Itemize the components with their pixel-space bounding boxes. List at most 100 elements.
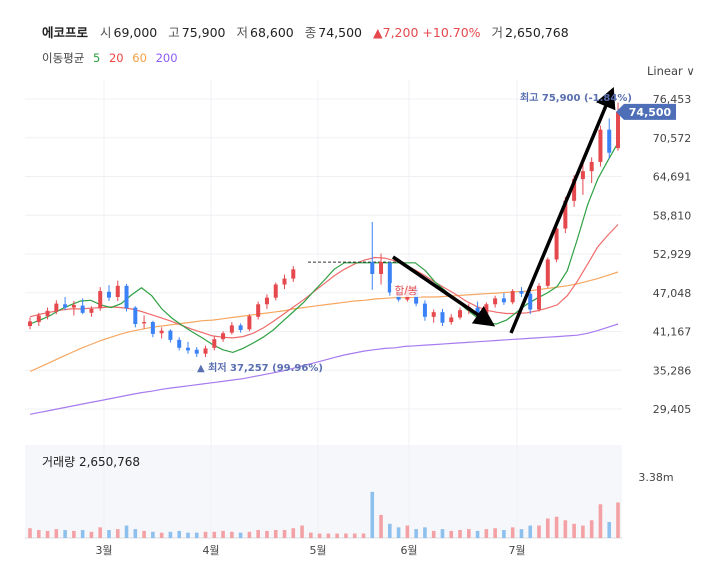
candle-body — [440, 312, 445, 323]
volume-bar — [581, 525, 585, 538]
low-label: 저 — [236, 25, 249, 40]
candle-body — [458, 310, 463, 318]
candle-body — [28, 321, 32, 327]
up-trend-arrow — [509, 86, 616, 334]
max-price-annotation: 최고 75,900 (-1.84%) — [520, 91, 632, 104]
volume-title-value: 2,650,768 — [78, 455, 141, 469]
candle-body — [545, 259, 550, 286]
y-tick-label: 29,405 — [653, 403, 692, 416]
volume-bar — [598, 504, 603, 538]
volume-bar — [616, 502, 620, 538]
candle-body — [124, 285, 129, 309]
volume-bar — [423, 527, 427, 538]
min-price-annotation: ▲ 최저 37,257 (99.96%) — [197, 361, 323, 374]
y-tick-label: 52,929 — [653, 248, 692, 261]
ma-60-label: 60 — [132, 51, 147, 65]
candle-body — [150, 322, 155, 334]
y-tick-label: 47,048 — [653, 287, 692, 300]
volume-bar — [607, 522, 612, 538]
pattern-label-bg — [391, 283, 421, 297]
pattern-label: 합/봉 — [395, 285, 418, 297]
candle-body — [106, 291, 111, 298]
ma-legend-title: 이동평균 — [42, 51, 85, 65]
ma-5-label: 5 — [92, 51, 101, 65]
close-label: 종 — [304, 25, 317, 40]
volume-bar — [431, 530, 436, 538]
open-value: 69,000 — [113, 25, 158, 40]
candle-body — [528, 293, 533, 310]
y-tick-label: 41,167 — [653, 326, 692, 339]
y-tick-label: 76,453 — [653, 93, 692, 106]
volume-bar — [589, 520, 594, 538]
x-tick-label: 5월 — [309, 544, 326, 557]
volume-bar — [124, 525, 129, 538]
candle-body — [510, 291, 515, 303]
volume-bar — [493, 528, 497, 538]
x-tick-label: 7월 — [508, 544, 525, 557]
scale-toggle-button[interactable]: Linear ∨ — [647, 64, 695, 78]
candle-body — [229, 325, 234, 333]
volume-bar — [572, 523, 576, 538]
volume-bar — [142, 530, 146, 538]
high-label: 고 — [168, 25, 180, 40]
candle-body — [537, 285, 542, 310]
y-tick-label: 58,810 — [653, 209, 692, 222]
volume-bar — [519, 529, 524, 538]
y-tick-label: 64,691 — [653, 171, 692, 184]
volume-bar — [528, 525, 533, 538]
candle-body — [273, 284, 278, 298]
volume-bar — [396, 527, 401, 538]
volume-bar — [273, 530, 278, 538]
volume-bar — [467, 529, 471, 538]
y-tick-label: 70,572 — [653, 132, 692, 145]
volume-bar — [177, 530, 181, 538]
candle-body — [142, 322, 147, 324]
candle-body — [54, 303, 59, 312]
volume-bar — [230, 531, 234, 538]
volume-title-label: 거래량 — [42, 455, 76, 469]
volume-bar — [80, 530, 85, 538]
candle-body — [115, 285, 120, 298]
volume-bar — [475, 530, 480, 538]
volume-bar — [212, 531, 217, 538]
volume-bar — [168, 531, 173, 538]
volume-bar — [379, 514, 383, 538]
candle-body — [98, 291, 103, 309]
volume-bar — [28, 528, 32, 538]
candle-body — [159, 330, 164, 334]
volume-bar — [352, 533, 357, 538]
candle-body — [519, 291, 524, 294]
candle-body — [45, 310, 50, 317]
volume-bar — [317, 533, 322, 538]
candle-body — [168, 330, 173, 340]
volume-bar — [194, 532, 199, 538]
volume-bar — [510, 527, 515, 538]
candle-body — [238, 325, 243, 330]
candle-body — [194, 349, 199, 354]
candle-body — [177, 339, 182, 348]
current-price-label: 74,500 — [629, 106, 672, 119]
volume-bar — [54, 529, 59, 538]
candle-body — [247, 316, 252, 330]
candle-body — [449, 317, 454, 323]
volume-bar — [115, 529, 120, 538]
volume-bar — [282, 530, 287, 538]
volume-bar — [63, 530, 67, 538]
volume-bar — [221, 530, 225, 538]
candle-body — [431, 312, 436, 317]
volume-bar — [151, 531, 155, 538]
volume-bar — [440, 529, 445, 538]
volume-bar — [388, 523, 392, 538]
candle-body — [501, 298, 506, 303]
current-price-tag — [616, 103, 676, 120]
volume-bar — [370, 491, 375, 538]
volume-bar — [554, 516, 559, 538]
volume-bar — [159, 532, 164, 538]
candle-body — [563, 200, 568, 229]
candle-body — [36, 315, 41, 323]
candle-body — [580, 171, 585, 180]
volume-title: 거래량 2,650,768 — [42, 453, 140, 470]
volume-bar — [265, 530, 269, 538]
volume-bar — [247, 531, 252, 538]
